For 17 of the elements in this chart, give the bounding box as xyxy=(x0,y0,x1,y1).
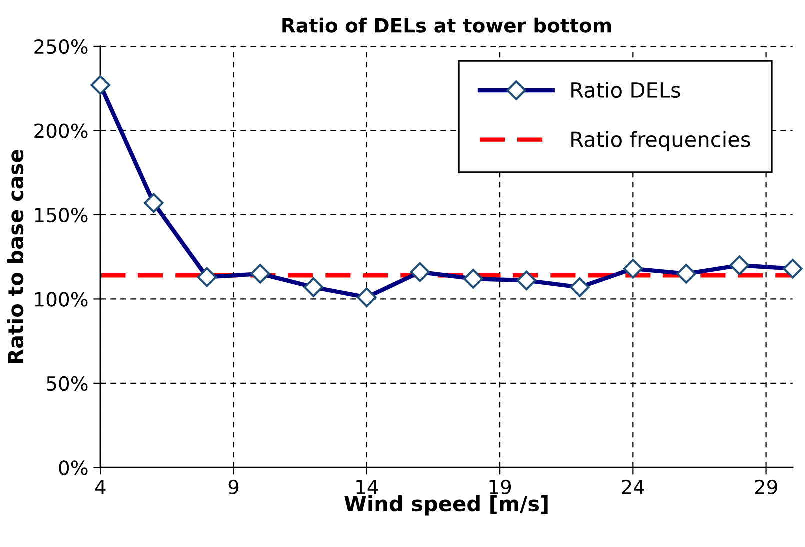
x-tick-label: 19 xyxy=(490,480,512,495)
y-tick-label: 100% xyxy=(35,292,88,307)
y-axis-title: Ratio to base case xyxy=(8,150,24,364)
x-axis-title: Wind speed [m/s] xyxy=(344,496,548,516)
y-tick-label: 250% xyxy=(34,39,88,54)
x-tick-label: 9 xyxy=(228,480,239,495)
x-tick-label: 29 xyxy=(755,480,778,495)
y-tick-label: 50% xyxy=(47,376,88,392)
y-tick-label: 150% xyxy=(35,208,88,223)
x-tick-label: 24 xyxy=(622,480,644,494)
y-tick-label: 0% xyxy=(59,460,88,476)
chart-title: Ratio of DELs at tower bottom xyxy=(282,18,612,33)
legend-label: Ratio DELs xyxy=(572,82,680,98)
x-tick-label: 4 xyxy=(95,480,106,494)
y-tick-label: 200% xyxy=(34,124,88,138)
legend-label: Ratio frequencies xyxy=(572,131,750,152)
x-tick-label: 14 xyxy=(356,480,378,494)
